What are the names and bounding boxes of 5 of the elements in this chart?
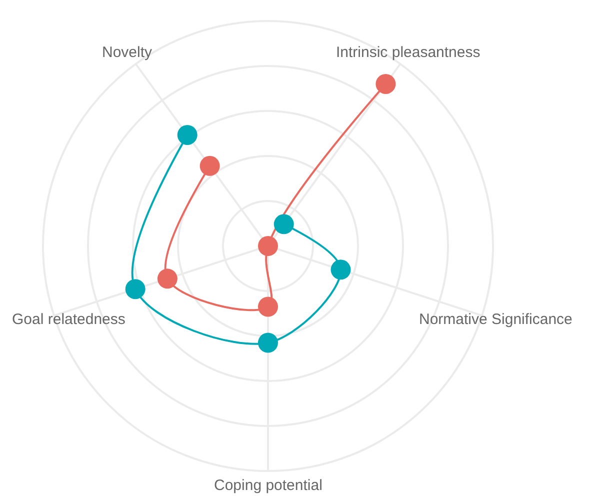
spoke-label: Coping potential: [214, 477, 322, 494]
spoke-label: Goal relatedness: [12, 311, 126, 328]
spoke-label: Normative Significance: [419, 311, 572, 328]
spoke-label: Intrinsic pleasantness: [336, 44, 480, 61]
spoke-label: Novelty: [102, 44, 153, 61]
